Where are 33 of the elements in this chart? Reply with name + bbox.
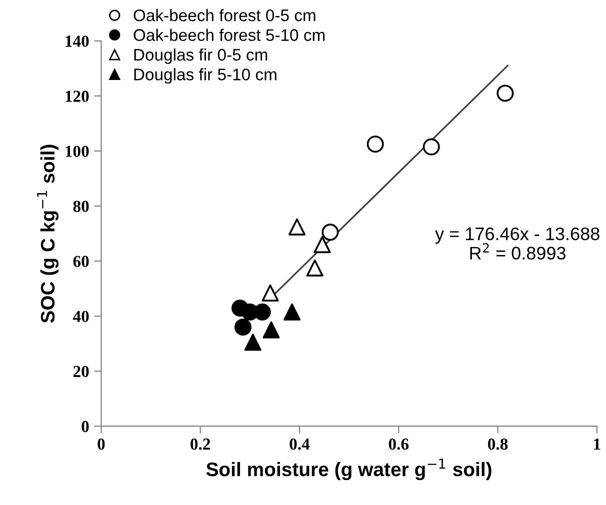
- y-tick-label: 60: [73, 256, 89, 268]
- x-axis-title: Soil moisture (g water g$^{−1}$ soil): [206, 458, 492, 480]
- point: [284, 303, 301, 321]
- y-tick-label: 20: [73, 366, 89, 378]
- x-tick-label: 0.8: [488, 438, 508, 450]
- point: [322, 224, 339, 241]
- y-tick-label: 0: [82, 420, 89, 432]
- y-tick-label: 80: [73, 200, 89, 212]
- y-tick-label: 100: [66, 146, 89, 157]
- point: [366, 136, 384, 153]
- legend-label: Douglas fir 0-5 cm: [134, 48, 268, 64]
- y-tick-label: 140: [66, 36, 89, 47]
- point: [422, 138, 440, 156]
- point: [244, 334, 262, 351]
- x-tick-label: 0.6: [388, 438, 409, 450]
- y-tick-label: 120: [66, 90, 89, 102]
- point: [262, 284, 279, 302]
- y-axis-title: SOC (g C kg$^{−1}$ soil): [37, 144, 59, 323]
- annotation: y = 176.46x - 13.688 R$^{2}$ = 0.8993: [435, 227, 600, 260]
- x-tick-label: 0: [98, 438, 105, 450]
- point: [262, 321, 280, 338]
- y-tick-label: 40: [72, 310, 89, 322]
- x-tick-label: 0.2: [190, 438, 210, 450]
- legend-label: Douglas fir 5-10 cm: [134, 68, 276, 84]
- x-tick-label: 0.4: [290, 438, 310, 450]
- legend-label: Oak-beech forest 0-5 cm: [134, 9, 316, 22]
- point: [288, 218, 306, 236]
- point: [496, 84, 514, 102]
- point: [234, 318, 252, 336]
- x-tick-label: 1: [594, 438, 600, 450]
- legend-label: Oak-beech forest 5-10 cm: [134, 28, 325, 41]
- point: [314, 236, 331, 254]
- point: [306, 259, 324, 276]
